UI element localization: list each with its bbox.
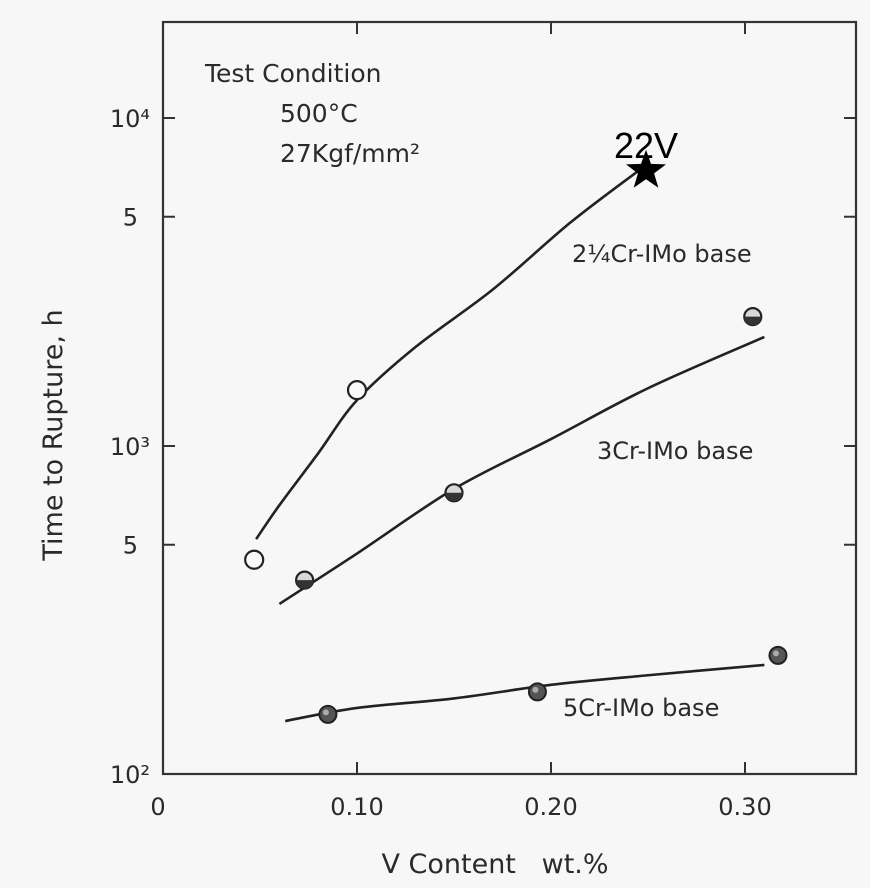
data-point-half-fill (744, 316, 762, 326)
x-axis-label: V Content wt.% (381, 849, 608, 880)
test-condition-line: 500°C (280, 99, 358, 128)
data-point-filled (768, 645, 788, 665)
series-label: 3Cr-IMo base (597, 437, 753, 465)
y-tick-label: 5 (123, 532, 138, 560)
data-point-filled (527, 682, 547, 702)
data-point-half (444, 483, 464, 503)
data-point-filled (318, 704, 338, 724)
data-point-half (295, 570, 315, 590)
plot-frame (161, 20, 858, 776)
data-point-filled-highlight (772, 650, 779, 657)
data-point-half-fill (296, 580, 314, 589)
y-tick-label: 10² (110, 761, 150, 789)
series-curve (255, 169, 640, 540)
y-tick-label: 10³ (110, 433, 150, 461)
data-point-open (346, 380, 368, 401)
data-point-open (244, 549, 265, 570)
data-point-half (743, 307, 763, 327)
series-curve (278, 335, 765, 606)
data-point-half-fill (445, 492, 463, 502)
test-condition-line: Test Condition (204, 59, 381, 88)
star-marker (626, 149, 666, 188)
annotation-22v-label: 22V (614, 125, 678, 166)
data-point-filled-highlight (322, 709, 329, 716)
series-label: 2¼Cr-IMo base (572, 240, 752, 268)
y-tick-label: 5 (123, 204, 138, 232)
y-tick-label: 10⁴ (110, 105, 150, 133)
series-curve (284, 663, 765, 723)
x-tick-label: 0.30 (718, 793, 771, 821)
test-condition-line: 27Kgf/mm² (280, 139, 420, 168)
y-axis-label: Time to Rupture, h (38, 309, 69, 561)
x-tick-label: 0.20 (524, 793, 577, 821)
series-label: 5Cr-IMo base (563, 694, 719, 722)
x-tick-label: 0 (150, 793, 165, 821)
data-point-filled-highlight (532, 686, 539, 693)
x-tick-label: 0.10 (330, 793, 383, 821)
